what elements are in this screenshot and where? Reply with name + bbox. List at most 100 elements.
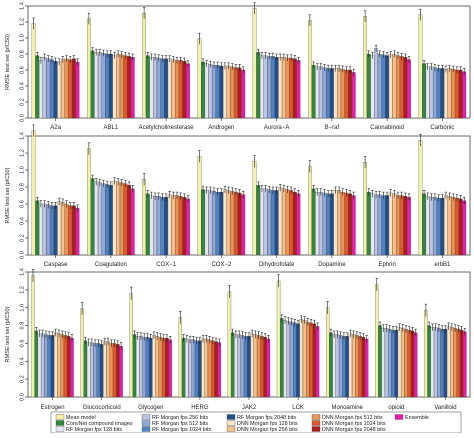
bar [403, 57, 408, 119]
bar [234, 334, 238, 398]
bar [155, 336, 159, 398]
bar [50, 335, 55, 398]
bar [42, 57, 47, 119]
bar [392, 193, 397, 256]
bar [318, 66, 323, 119]
bar [204, 190, 209, 256]
y-tick-label: 1.0 [19, 166, 25, 174]
bar [75, 61, 80, 119]
bar [260, 336, 264, 398]
y-tick-label: 0.4 [19, 217, 25, 225]
bar [344, 69, 349, 119]
legend-item: DNN Morgan fps 256 bits [226, 426, 298, 433]
bar [241, 69, 246, 119]
bar [219, 65, 224, 119]
bar [42, 203, 47, 256]
bar [201, 189, 205, 256]
bar [230, 191, 235, 256]
bar [103, 341, 107, 398]
bar [263, 55, 268, 119]
bar [215, 191, 220, 256]
x-tick-label: A2a [50, 125, 61, 131]
group-Glucocorticoid [80, 302, 123, 398]
bar [186, 63, 190, 119]
group-Caspase [31, 124, 80, 256]
bar [377, 53, 382, 119]
bar [127, 185, 131, 256]
bar [64, 58, 69, 119]
bar [234, 191, 238, 256]
bar [50, 205, 54, 256]
bar [325, 307, 330, 398]
bar [106, 341, 110, 398]
legend-item: DNN Morgan fps 512 bits [311, 414, 383, 421]
bar [57, 61, 62, 119]
bar [250, 333, 254, 398]
bar [407, 197, 411, 256]
bar [285, 57, 290, 119]
y-tick-label: 1.2 [19, 18, 25, 26]
bar [391, 329, 395, 398]
bar [201, 338, 205, 398]
x-tick-label: Androgen [208, 125, 234, 131]
bar [274, 57, 279, 119]
bar [247, 336, 251, 398]
bar [309, 322, 313, 398]
bar [71, 205, 76, 256]
x-tick-label: Glucocorticoid [83, 405, 121, 411]
bar [234, 67, 238, 119]
x-tick-label: Carbonic [430, 125, 454, 131]
bar [340, 69, 345, 119]
bar [99, 344, 104, 398]
x-tick-label: Acetylcholinesterase [139, 125, 195, 131]
legend-label: Mean model [66, 415, 96, 421]
legend-swatch [55, 420, 65, 426]
group-ABL1 [86, 12, 135, 119]
legend-label: RF Morgan fps 1024 bits [152, 427, 211, 433]
legend-label: DNN Morgan fps 1024 bits [322, 421, 386, 427]
bar [337, 190, 341, 256]
bar [41, 333, 45, 398]
bar [109, 343, 114, 398]
bar [96, 343, 101, 398]
bar [296, 193, 301, 256]
bar [285, 189, 290, 256]
x-tick-label: opioid [388, 405, 404, 411]
bar [364, 338, 369, 398]
bar [231, 332, 235, 398]
bar [335, 334, 340, 398]
group-opioid [375, 277, 418, 398]
group-LCK [276, 274, 320, 398]
bar [63, 335, 68, 398]
group-Acetylcholinesterase [142, 7, 190, 119]
legend-swatch [394, 414, 404, 420]
group-HERG [178, 310, 222, 398]
y-tick-label: 0.8 [19, 50, 25, 58]
bar [211, 340, 215, 398]
bar [338, 335, 343, 398]
bar [440, 68, 445, 119]
bar [37, 333, 42, 398]
bar [407, 59, 411, 119]
bar [440, 329, 444, 398]
panel-frame [27, 135, 471, 256]
x-tick-label: Monoamine [332, 405, 364, 411]
x-tick-label: JAK2 [242, 405, 257, 411]
y-tick-label: 0.4 [19, 82, 25, 90]
bar [378, 325, 382, 398]
legend-swatch [311, 426, 321, 432]
group-Cannabinoid [363, 10, 411, 119]
bar [394, 329, 398, 398]
bar [447, 68, 452, 119]
legend-label: ConvNet compound images [66, 421, 133, 427]
bar [182, 61, 187, 119]
legend-swatch [141, 414, 151, 420]
bar [94, 52, 99, 119]
bar [332, 334, 336, 398]
y-axis-label: RMSE test set (pIC50) [5, 167, 11, 223]
legend-swatch [141, 420, 151, 426]
bar [53, 61, 58, 119]
bar [425, 196, 430, 256]
bar [315, 191, 320, 256]
y-tick-label: 1.4 [19, 132, 25, 140]
